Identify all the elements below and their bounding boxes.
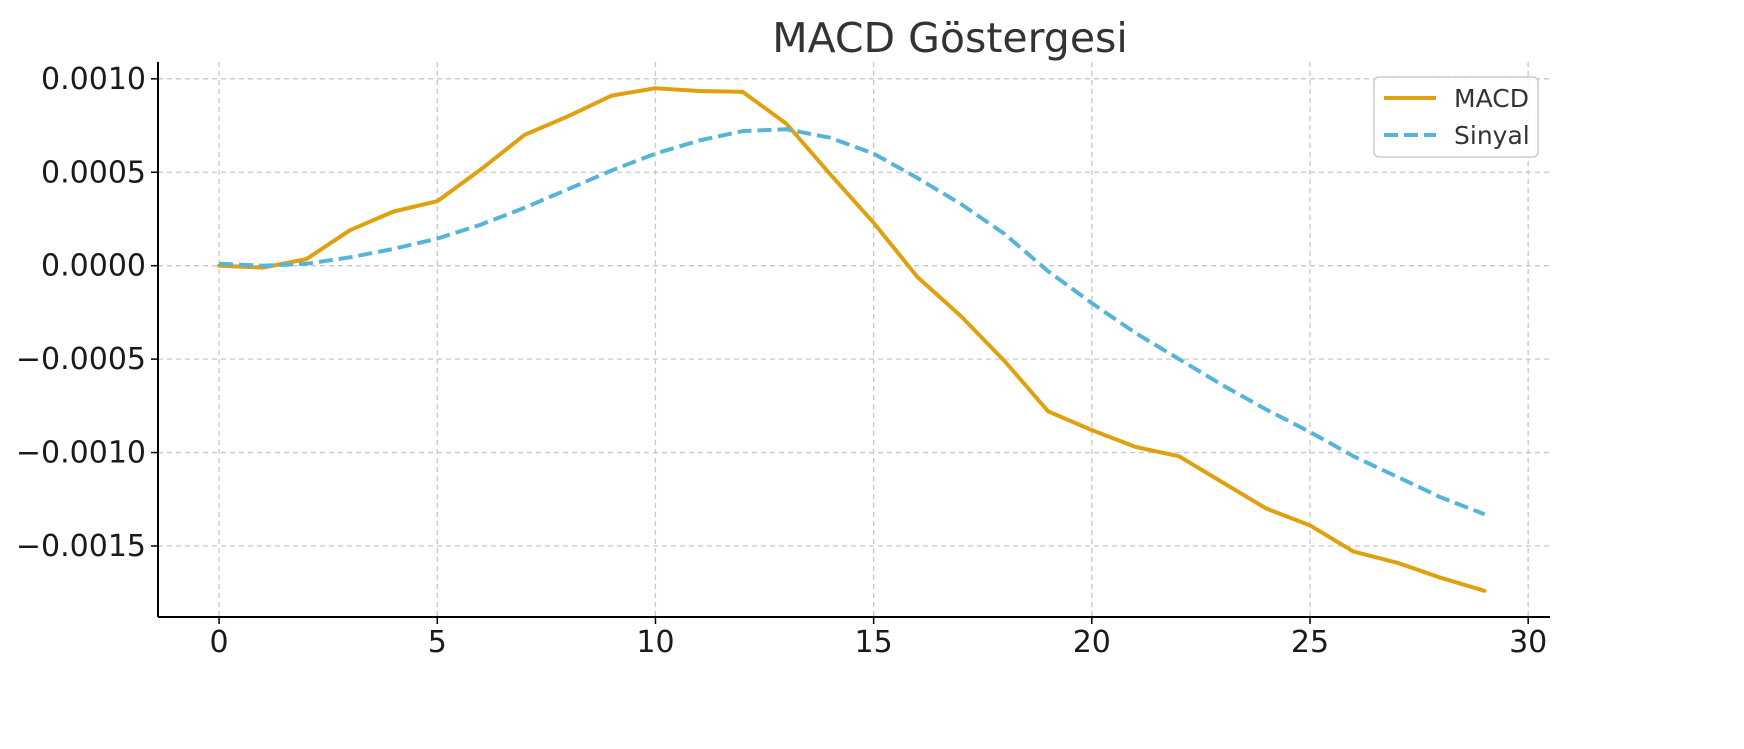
- y-tick-label: −0.0010: [16, 436, 146, 471]
- y-tick-label: −0.0005: [16, 342, 146, 377]
- x-tick-label: 25: [1291, 625, 1329, 660]
- series-line-macd: [217, 86, 1487, 593]
- legend: MACD Sinyal: [1373, 76, 1539, 158]
- grid-lines: [158, 62, 1550, 617]
- axes: [151, 62, 1550, 624]
- y-tick-label: 0.0010: [41, 62, 146, 97]
- x-tick-label: 15: [855, 625, 893, 660]
- x-tick-label: 30: [1509, 625, 1547, 660]
- y-tick-label: 0.0005: [41, 155, 146, 190]
- x-tick-label: 10: [636, 625, 674, 660]
- x-tick-label: 20: [1073, 625, 1111, 660]
- series-line-sinyal: [219, 127, 1486, 517]
- y-tick-label: −0.0015: [16, 529, 146, 564]
- chart-title: MACD Göstergesi: [772, 14, 1128, 62]
- series-lines: [217, 86, 1487, 593]
- y-tick-label: 0.0000: [41, 249, 146, 284]
- legend-label-macd: MACD: [1454, 84, 1529, 113]
- x-tick-label: 0: [210, 625, 229, 660]
- x-tick-label: 5: [428, 625, 447, 660]
- legend-label-sinyal: Sinyal: [1454, 121, 1530, 150]
- tick-labels: 0 5 10 15 20 25 30 0.0010 0.0005 0.0000 −0.0005 −0.…: [16, 62, 1547, 660]
